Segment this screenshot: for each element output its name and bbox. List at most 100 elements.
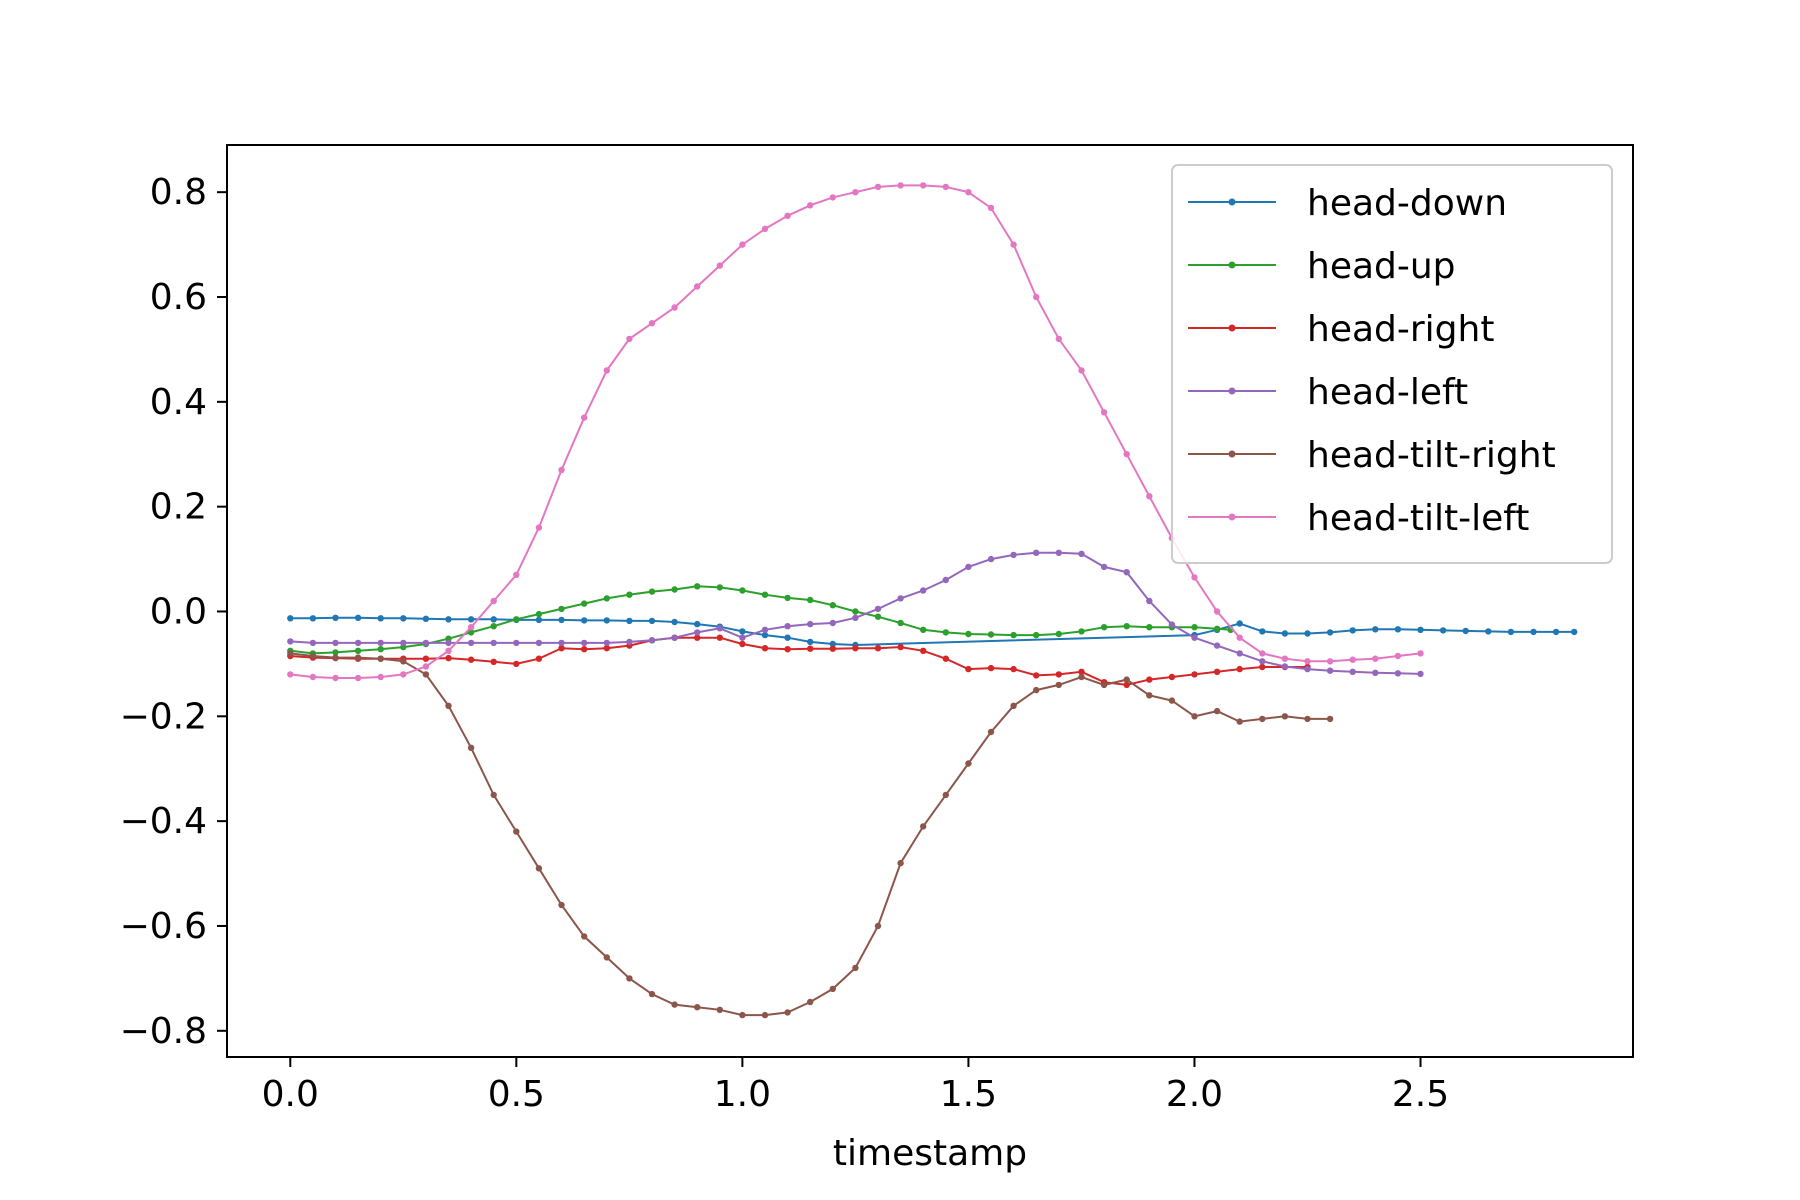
data-point (309, 673, 317, 681)
data-point (513, 828, 520, 835)
data-point (1439, 627, 1447, 634)
data-point (648, 320, 656, 327)
data-point (1417, 650, 1424, 657)
y-axis: −0.8 −0.6 −0.4 −0.2 0.0 0.2 0.4 0.6 0.8 (120, 172, 227, 1052)
data-point (716, 262, 723, 269)
legend-label: head-tilt-right (1307, 435, 1556, 476)
data-point (603, 639, 610, 647)
data-point (1033, 672, 1040, 679)
data-point (467, 624, 475, 631)
data-point (332, 649, 339, 656)
data-point (1304, 715, 1311, 723)
data-point (829, 645, 836, 652)
data-point (671, 1001, 678, 1008)
data-point (354, 647, 362, 654)
data-point (716, 584, 723, 591)
y-tick-label: −0.4 (120, 801, 207, 842)
data-point (1123, 681, 1130, 689)
data-point (581, 646, 588, 653)
data-point (942, 576, 949, 584)
data-point (761, 645, 769, 652)
data-point (1213, 625, 1221, 632)
data-point (1055, 681, 1063, 689)
data-point (1530, 628, 1537, 636)
data-point (558, 901, 565, 909)
data-point (377, 673, 384, 681)
data-point (1571, 628, 1578, 636)
data-point (648, 617, 656, 625)
legend-label: head-right (1307, 309, 1494, 350)
data-point (942, 655, 949, 662)
legend-label: head-up (1307, 246, 1456, 287)
data-point (694, 1004, 701, 1011)
y-tick-label: −0.2 (120, 696, 207, 737)
data-point (445, 616, 452, 623)
data-point (558, 639, 565, 647)
data-point (1010, 551, 1017, 559)
data-point (920, 587, 927, 594)
data-point (671, 586, 678, 593)
data-point (694, 629, 701, 636)
data-point (694, 634, 701, 641)
data-point (1078, 550, 1085, 557)
data-point (1033, 631, 1040, 639)
data-point (648, 990, 656, 998)
data-point (1010, 702, 1017, 709)
series-head-left (287, 549, 1424, 678)
data-point (1281, 630, 1289, 637)
data-point (739, 640, 746, 648)
data-point (1349, 656, 1356, 663)
data-point (1213, 608, 1221, 615)
data-point (1349, 627, 1356, 634)
data-point (1259, 658, 1266, 665)
data-point (874, 613, 882, 620)
data-point (987, 728, 995, 736)
legend-label: head-tilt-left (1307, 498, 1529, 539)
data-point (1100, 681, 1108, 689)
data-point (694, 283, 701, 290)
data-point (920, 823, 927, 830)
data-point (332, 654, 339, 661)
data-point (513, 571, 520, 578)
x-tick-label: 1.5 (940, 1074, 997, 1115)
data-point (422, 639, 430, 647)
data-point (852, 964, 859, 972)
data-point (1146, 692, 1153, 699)
data-point (422, 671, 430, 678)
data-point (852, 189, 859, 196)
data-point (1394, 670, 1402, 677)
data-point (626, 591, 633, 598)
data-point (558, 466, 565, 474)
y-tick-label: 0.4 (150, 382, 207, 423)
data-point (603, 645, 610, 652)
data-point (1078, 628, 1085, 635)
data-point (377, 655, 384, 662)
data-point (1123, 623, 1130, 630)
data-point (1055, 335, 1063, 343)
data-point (467, 639, 475, 647)
data-point (1236, 634, 1243, 641)
data-point (739, 628, 746, 635)
y-tick-label: 0.8 (150, 172, 207, 213)
data-point (1168, 621, 1176, 628)
data-point (761, 626, 769, 633)
data-point (513, 616, 520, 623)
data-point (558, 616, 565, 624)
legend-item-head-up: head-up (1188, 246, 1456, 287)
series-head-tilt-left (287, 182, 1424, 682)
data-point (422, 655, 430, 662)
data-point (1010, 665, 1017, 673)
data-point (897, 859, 904, 867)
series-line-head-right (290, 636, 1308, 686)
data-point (920, 626, 927, 633)
data-point (490, 597, 497, 605)
data-point (716, 625, 723, 632)
data-point (761, 1011, 769, 1019)
data-point (807, 596, 814, 604)
data-point (1146, 493, 1153, 500)
y-tick-label: 0.6 (150, 277, 207, 318)
data-point (1372, 655, 1379, 662)
data-point (1078, 673, 1085, 681)
data-point (1213, 642, 1221, 649)
data-point (626, 617, 633, 625)
